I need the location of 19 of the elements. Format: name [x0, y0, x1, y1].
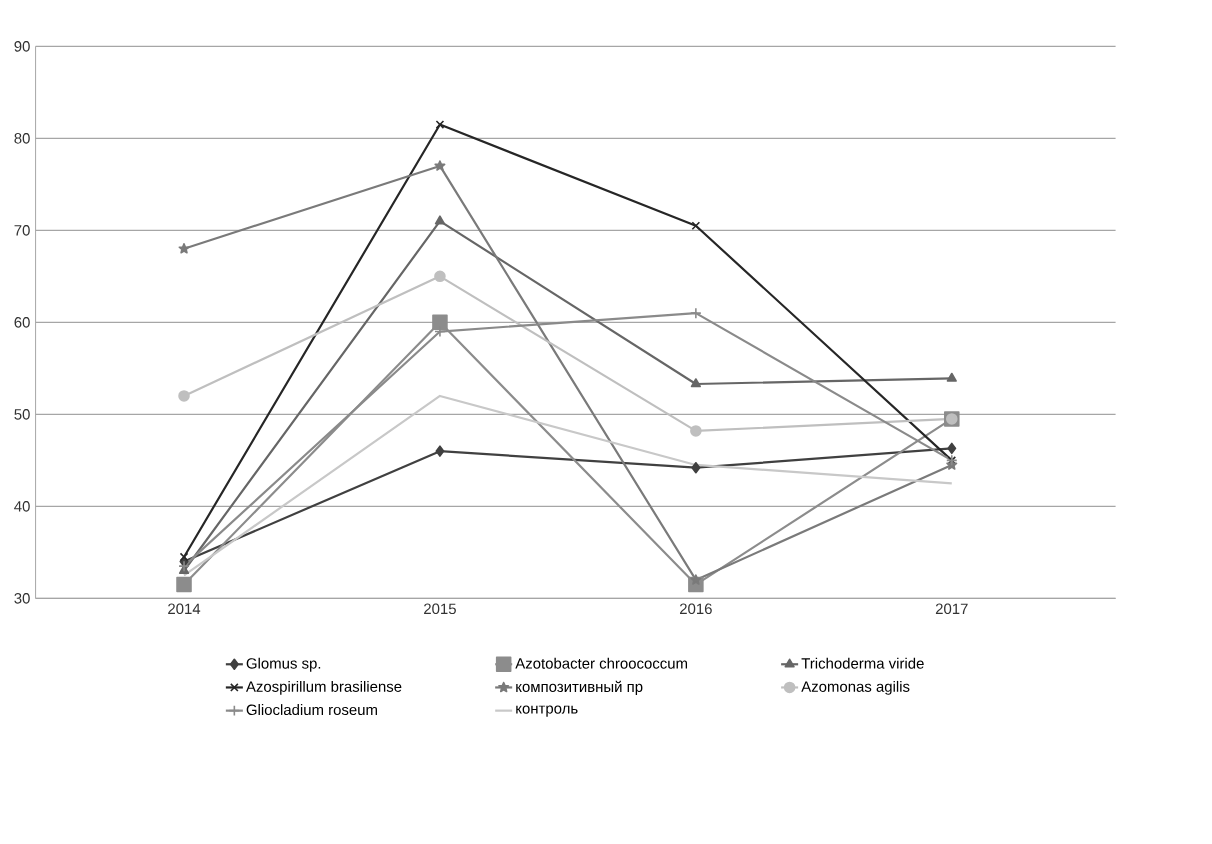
legend-label: Gliocladium roseum [246, 704, 377, 716]
y-tick-label: 40 [14, 501, 30, 512]
x-tick-label: 2016 [679, 603, 712, 615]
legend-label: Glomus sp. [246, 657, 321, 672]
y-tick-label: 30 [14, 593, 30, 604]
legend-label: композитивный пр [516, 680, 643, 695]
legend-label: Azospirillum brasiliense [245, 680, 402, 695]
legend-label: контроль [516, 705, 578, 717]
x-tick-label: 2015 [424, 603, 456, 615]
legend-label: Azomonas agilis [801, 680, 910, 695]
y-tick-label: 80 [14, 133, 30, 144]
y-tick-label: 50 [14, 409, 30, 420]
y-tick-label: 60 [14, 317, 30, 328]
y-tick-label: 90 [14, 41, 30, 52]
x-tick-label: 2017 [935, 603, 968, 615]
legend-label: Azotobacter chroococcum [515, 657, 688, 669]
y-tick-label: 70 [14, 225, 30, 236]
x-tick-label: 2014 [168, 603, 201, 615]
legend-label: Trichoderma viride [801, 657, 924, 669]
